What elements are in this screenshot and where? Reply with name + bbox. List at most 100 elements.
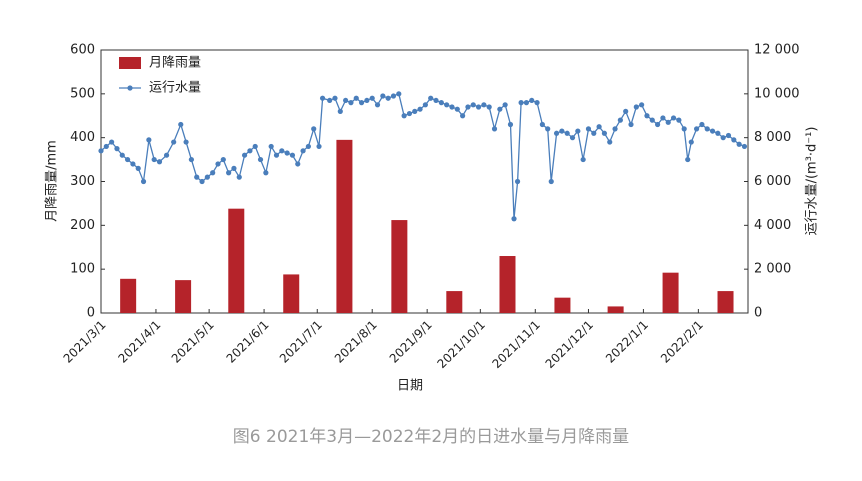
bar bbox=[391, 220, 408, 313]
line-point bbox=[183, 139, 189, 145]
line-point bbox=[548, 178, 554, 185]
line-point bbox=[119, 152, 125, 158]
line-point bbox=[114, 146, 120, 152]
line-point bbox=[460, 113, 466, 119]
line-point bbox=[433, 97, 439, 104]
line-point bbox=[465, 104, 471, 110]
line-point bbox=[617, 117, 623, 123]
line-point bbox=[369, 95, 375, 101]
line-point bbox=[428, 95, 434, 101]
line-point bbox=[146, 137, 152, 143]
line-point bbox=[475, 104, 482, 110]
line-point bbox=[358, 100, 365, 106]
line-point bbox=[194, 174, 200, 180]
line-point bbox=[385, 95, 391, 101]
line-point bbox=[715, 130, 721, 136]
line-point bbox=[252, 143, 258, 150]
y-tick-label: 300 bbox=[70, 174, 95, 189]
line-point bbox=[374, 102, 381, 108]
line-point bbox=[226, 170, 232, 176]
line-point bbox=[412, 108, 418, 114]
x-tick-label: 2022/2/1 bbox=[658, 318, 706, 366]
x-axis-title: 日期 bbox=[397, 379, 423, 394]
line-point bbox=[470, 102, 476, 108]
line-point bbox=[497, 106, 503, 112]
line-point bbox=[444, 102, 450, 108]
line-point bbox=[268, 143, 274, 150]
line-point bbox=[736, 141, 742, 147]
y-tick-label: 600 bbox=[70, 43, 95, 58]
line-point bbox=[257, 156, 264, 163]
line-point bbox=[559, 128, 565, 134]
x-tick-label: 2021/5/1 bbox=[169, 318, 217, 366]
x-tick-label: 2021/3/1 bbox=[61, 318, 109, 366]
line-point bbox=[612, 126, 618, 132]
line-point bbox=[353, 95, 359, 101]
line-point bbox=[215, 161, 221, 167]
line-point bbox=[241, 152, 248, 158]
line-point bbox=[98, 148, 104, 154]
line-point bbox=[649, 117, 655, 123]
line-point bbox=[676, 117, 682, 123]
chart-title: 图6 2021年3月—2022年2月的日进水量与月降雨量 bbox=[233, 427, 629, 447]
line-point bbox=[396, 91, 402, 97]
line-point bbox=[135, 165, 141, 171]
line-point bbox=[601, 130, 608, 136]
line-point bbox=[481, 102, 487, 108]
line-point bbox=[670, 115, 677, 121]
line-point bbox=[523, 100, 530, 106]
line-point bbox=[681, 126, 687, 132]
line-point bbox=[332, 95, 338, 101]
y2-tick-label: 10 000 bbox=[754, 86, 800, 101]
legend-label: 运行水量 bbox=[149, 81, 201, 96]
y-tick-label: 100 bbox=[70, 262, 95, 277]
line-point bbox=[364, 97, 370, 104]
line-point bbox=[720, 135, 726, 141]
line-point bbox=[518, 100, 524, 106]
line-point bbox=[585, 126, 592, 132]
bar bbox=[717, 291, 734, 313]
line-point bbox=[178, 121, 184, 128]
line-point bbox=[305, 143, 311, 150]
line-point bbox=[124, 156, 131, 163]
line-point bbox=[725, 132, 732, 139]
line-point bbox=[316, 143, 322, 150]
x-tick-label: 2021/10/1 bbox=[435, 318, 488, 371]
line-point bbox=[685, 156, 691, 163]
bar bbox=[228, 208, 245, 313]
x-tick-label: 2021/8/1 bbox=[332, 318, 380, 366]
line-point bbox=[390, 93, 397, 99]
legend-swatch bbox=[119, 57, 141, 69]
line-point bbox=[449, 104, 455, 110]
line-point bbox=[210, 170, 216, 176]
line-point bbox=[348, 100, 354, 106]
line-point bbox=[295, 161, 301, 167]
line-point bbox=[491, 126, 498, 132]
line-point bbox=[623, 108, 629, 114]
line-point bbox=[644, 113, 650, 119]
y-axis-title: 月降雨量/mm bbox=[45, 140, 60, 222]
line-point bbox=[401, 113, 407, 119]
y2-tick-label: 6 000 bbox=[754, 174, 791, 189]
bar bbox=[336, 139, 353, 313]
line-point bbox=[486, 104, 492, 110]
line-point bbox=[247, 148, 253, 154]
line-point bbox=[660, 115, 666, 121]
line-point bbox=[507, 121, 514, 128]
line-point bbox=[569, 135, 576, 141]
y-tick-label: 400 bbox=[70, 130, 95, 145]
line-point bbox=[380, 93, 386, 99]
line-point bbox=[699, 121, 705, 128]
line-point bbox=[220, 156, 226, 163]
x-tick-label: 2021/12/1 bbox=[543, 318, 596, 371]
line-point bbox=[163, 152, 170, 158]
line-point bbox=[422, 102, 428, 108]
line-point bbox=[534, 100, 540, 106]
line-point bbox=[273, 152, 280, 158]
legend-label: 月降雨量 bbox=[149, 56, 201, 71]
line-point bbox=[502, 102, 508, 108]
line-point bbox=[300, 148, 306, 154]
line-point bbox=[591, 130, 597, 136]
line-point bbox=[575, 128, 581, 134]
bar bbox=[446, 291, 463, 313]
